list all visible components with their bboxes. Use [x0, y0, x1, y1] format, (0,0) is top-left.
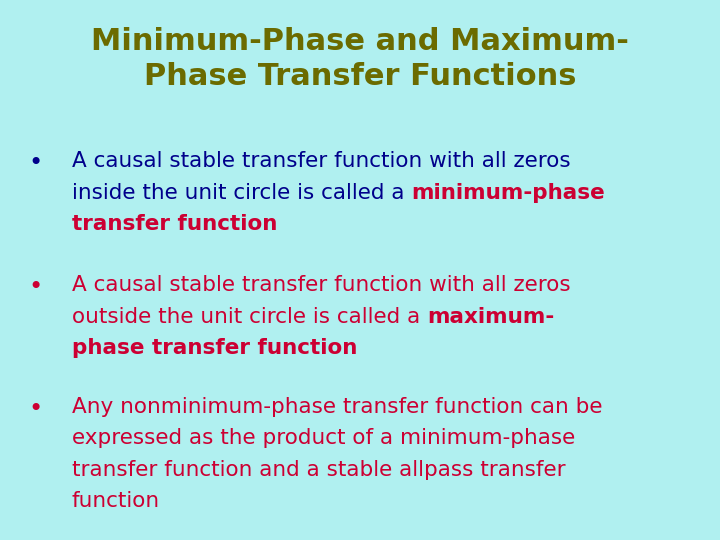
Text: inside the unit circle is called a: inside the unit circle is called a — [72, 183, 411, 202]
Text: maximum-: maximum- — [427, 307, 554, 327]
Text: A causal stable transfer function with all zeros: A causal stable transfer function with a… — [72, 151, 571, 171]
Text: •: • — [29, 397, 43, 421]
Text: transfer function and a stable allpass transfer: transfer function and a stable allpass t… — [72, 460, 566, 480]
Text: phase transfer function: phase transfer function — [72, 338, 357, 358]
Text: Minimum-Phase and Maximum-
Phase Transfer Functions: Minimum-Phase and Maximum- Phase Transfe… — [91, 27, 629, 91]
Text: minimum-phase: minimum-phase — [411, 183, 605, 202]
Text: function: function — [72, 491, 160, 511]
Text: A causal stable transfer function with all zeros: A causal stable transfer function with a… — [72, 275, 571, 295]
Text: •: • — [29, 275, 43, 299]
Text: •: • — [29, 151, 43, 175]
Text: Any nonminimum-phase transfer function can be: Any nonminimum-phase transfer function c… — [72, 397, 603, 417]
Text: outside the unit circle is called a: outside the unit circle is called a — [72, 307, 427, 327]
Text: transfer function: transfer function — [72, 214, 277, 234]
Text: expressed as the product of a minimum-phase: expressed as the product of a minimum-ph… — [72, 428, 575, 448]
